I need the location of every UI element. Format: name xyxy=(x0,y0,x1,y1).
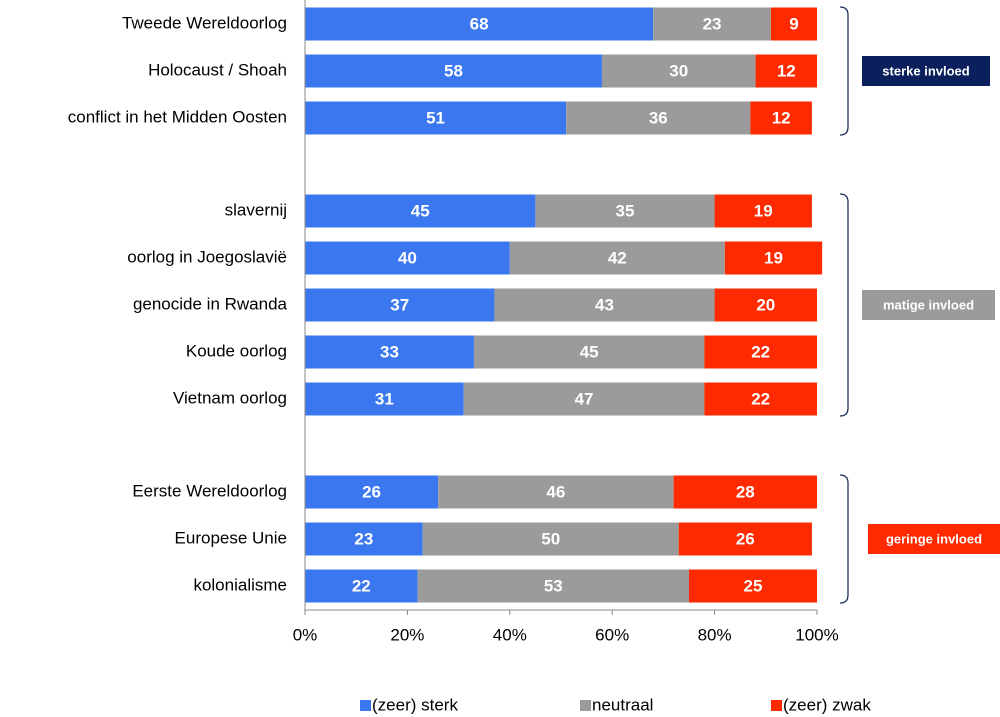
bar-segment xyxy=(305,54,602,88)
data-label: 45 xyxy=(580,342,599,361)
data-label: 35 xyxy=(616,201,635,220)
category-label: Tweede Wereldoorlog xyxy=(122,13,287,32)
x-tick-label: 80% xyxy=(698,625,732,644)
category-label: Koude oorlog xyxy=(186,341,287,360)
data-label: 36 xyxy=(649,108,668,127)
bar-segment xyxy=(509,241,725,275)
x-tick-label: 40% xyxy=(493,625,527,644)
bar-segment xyxy=(305,335,474,369)
group-label: matige invloed xyxy=(883,297,974,312)
data-label: 20 xyxy=(756,295,775,314)
bar-segment xyxy=(689,569,817,603)
data-label: 9 xyxy=(789,14,798,33)
data-label: 12 xyxy=(772,108,791,127)
data-label: 51 xyxy=(426,108,445,127)
bar-segment xyxy=(305,101,567,135)
category-label: Europese Unie xyxy=(175,528,287,547)
data-label: 45 xyxy=(411,201,430,220)
x-tick-label: 100% xyxy=(795,625,838,644)
bar-segment xyxy=(704,382,817,416)
bar-segment xyxy=(463,382,705,416)
legend-label: (zeer) zwak xyxy=(783,695,871,714)
data-label: 19 xyxy=(754,201,773,220)
x-tick-label: 60% xyxy=(595,625,629,644)
data-label: 26 xyxy=(362,482,381,501)
bar-segment xyxy=(714,194,812,228)
data-label: 47 xyxy=(575,389,594,408)
bar-segment xyxy=(494,288,715,322)
data-label: 31 xyxy=(375,389,394,408)
bar-segment xyxy=(653,7,771,41)
bar-segment xyxy=(714,288,817,322)
data-label: 42 xyxy=(608,248,627,267)
bar-segment xyxy=(305,241,510,275)
group-label: sterke invloed xyxy=(882,63,969,78)
data-label: 50 xyxy=(541,529,560,548)
bar-segment xyxy=(750,101,812,135)
data-label: 58 xyxy=(444,61,463,80)
group-label-box xyxy=(862,56,990,86)
group-bracket xyxy=(839,6,849,136)
bar-segment xyxy=(770,7,817,41)
bar-segment xyxy=(417,569,689,603)
bar-segment xyxy=(422,522,679,556)
data-label: 25 xyxy=(744,576,763,595)
bar-segment xyxy=(678,522,812,556)
data-label: 28 xyxy=(736,482,755,501)
x-tick-label: 20% xyxy=(390,625,424,644)
category-label: conflict in het Midden Oosten xyxy=(68,107,287,126)
bar-segment xyxy=(535,194,715,228)
bar-segment xyxy=(473,335,705,369)
legend-swatch xyxy=(771,700,782,711)
data-label: 53 xyxy=(544,576,563,595)
bar-segment xyxy=(305,194,536,228)
category-label: kolonialisme xyxy=(193,575,287,594)
category-label: Eerste Wereldoorlog xyxy=(132,481,287,500)
data-label: 19 xyxy=(764,248,783,267)
legend-label: neutraal xyxy=(592,695,653,714)
bar-segment xyxy=(305,7,654,41)
data-label: 37 xyxy=(390,295,409,314)
category-label: oorlog in Joegoslavië xyxy=(127,247,287,266)
bar-segment xyxy=(438,475,674,509)
group-bracket xyxy=(839,193,849,417)
bar-segment xyxy=(305,522,423,556)
legend-swatch xyxy=(360,700,371,711)
bar-segment xyxy=(704,335,817,369)
bar-segment xyxy=(724,241,823,275)
bar-segment xyxy=(673,475,817,509)
data-label: 40 xyxy=(398,248,417,267)
legend-label: (zeer) sterk xyxy=(372,695,458,714)
bar-segment xyxy=(305,475,439,509)
data-label: 26 xyxy=(736,529,755,548)
category-label: Vietnam oorlog xyxy=(173,388,287,407)
data-label: 46 xyxy=(546,482,565,501)
data-label: 12 xyxy=(777,61,796,80)
legend-swatch xyxy=(580,700,591,711)
bar-segment xyxy=(305,382,464,416)
group-bracket xyxy=(839,474,849,604)
data-label: 22 xyxy=(751,389,770,408)
data-label: 43 xyxy=(595,295,614,314)
data-label: 33 xyxy=(380,342,399,361)
category-label: genocide in Rwanda xyxy=(133,294,288,313)
category-label: Holocaust / Shoah xyxy=(148,60,287,79)
bar-segment xyxy=(305,569,418,603)
data-label: 22 xyxy=(751,342,770,361)
data-label: 23 xyxy=(354,529,373,548)
bar-segment xyxy=(305,288,495,322)
x-tick-label: 0% xyxy=(293,625,318,644)
data-label: 22 xyxy=(352,576,371,595)
group-label-box xyxy=(862,290,995,320)
bar-segment xyxy=(601,54,756,88)
bar-segment xyxy=(566,101,751,135)
data-label: 68 xyxy=(470,14,489,33)
group-label-box xyxy=(868,524,1000,554)
category-label: slavernij xyxy=(225,200,287,219)
data-label: 23 xyxy=(703,14,722,33)
data-label: 30 xyxy=(669,61,688,80)
group-label: geringe invloed xyxy=(886,531,982,546)
bar-segment xyxy=(755,54,817,88)
